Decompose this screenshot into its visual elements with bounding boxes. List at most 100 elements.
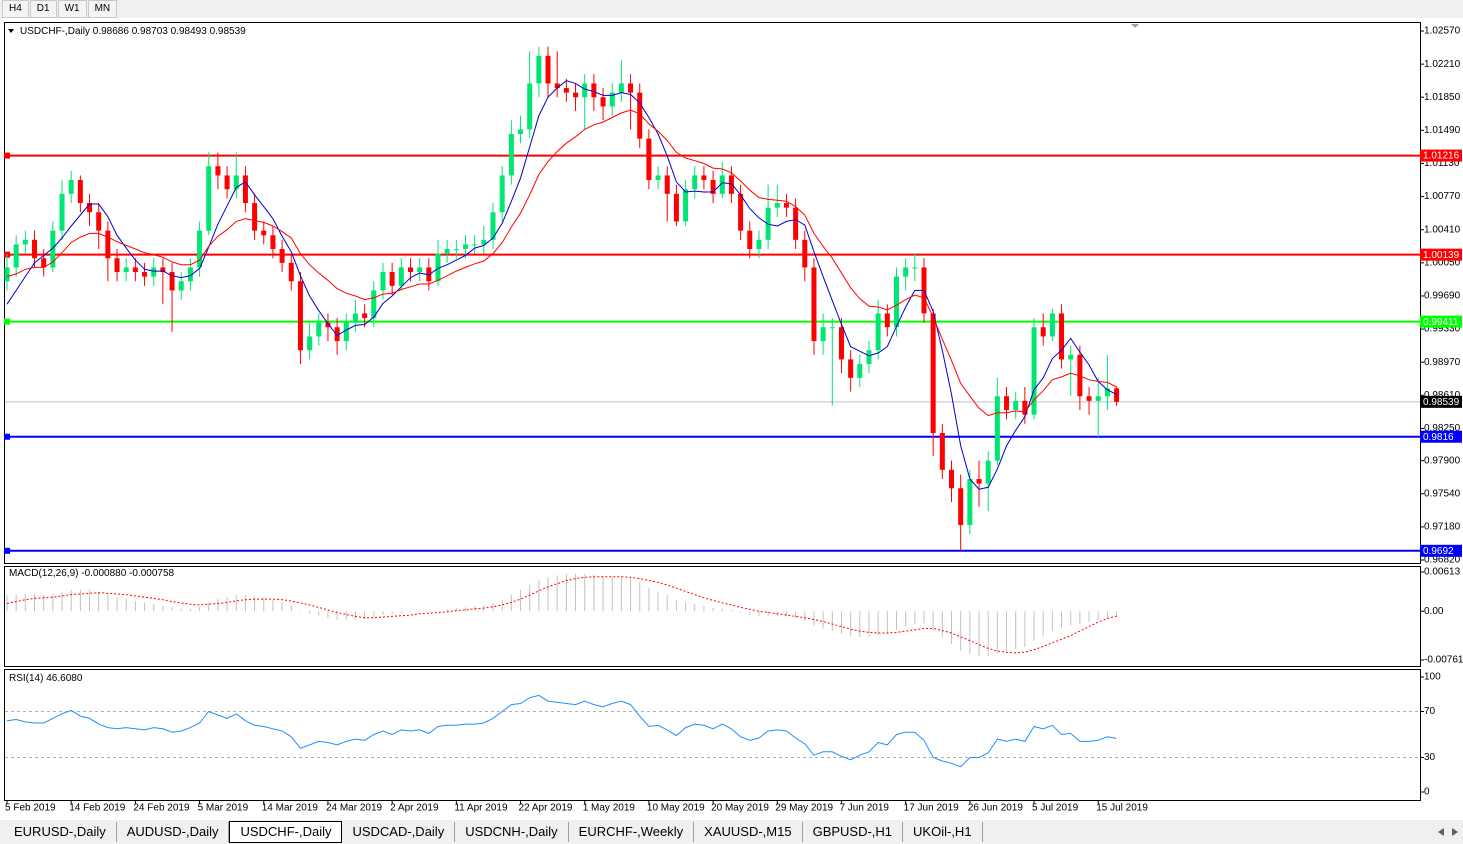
candle-body <box>407 267 413 273</box>
candle-body <box>270 235 276 250</box>
candle-body <box>618 83 624 93</box>
level-marker <box>4 547 10 554</box>
open-value: 0.98686 <box>93 26 130 37</box>
candle-body <box>1114 388 1120 402</box>
candle-body <box>1049 313 1055 337</box>
candle-body <box>343 322 349 342</box>
candle-body <box>793 207 799 240</box>
candle-body <box>77 180 83 204</box>
x-tick-label: 29 May 2019 <box>775 803 833 814</box>
candle-body <box>1095 396 1101 401</box>
chart-tab[interactable]: USDCAD-,Daily <box>342 822 456 842</box>
candle-body <box>1104 388 1110 397</box>
candle-body <box>4 267 10 282</box>
candle-body <box>68 180 74 194</box>
timeframe-button[interactable]: D1 <box>29 0 57 18</box>
candle-body <box>32 239 38 259</box>
y-tick-label: 0.00 <box>1424 606 1444 617</box>
candle-body <box>490 212 496 240</box>
bid-label: 0.98539 <box>1423 397 1460 408</box>
timeframe-button[interactable]: MN <box>87 0 118 18</box>
candle-body <box>316 322 322 337</box>
candle-body <box>123 267 129 273</box>
candle-body <box>600 97 606 107</box>
candle-body <box>215 166 221 176</box>
timeframe-button[interactable]: H4 <box>2 0 29 18</box>
chart-tab[interactable]: XAUUSD-,M15 <box>694 822 803 842</box>
candle-body <box>1013 400 1019 411</box>
indicator-value: -0.000880 <box>81 568 126 579</box>
candle-body <box>362 313 368 319</box>
main-panel-border <box>4 22 1421 564</box>
candle-body <box>463 244 468 250</box>
y-tick-label: 0.98610 <box>1424 390 1461 401</box>
candle-body <box>472 244 478 246</box>
candle-body <box>967 479 973 526</box>
candle-body <box>628 83 634 93</box>
candle-body <box>380 272 386 291</box>
x-tick-label: 26 Jun 2019 <box>968 803 1023 814</box>
candle-body <box>307 336 313 351</box>
x-tick-label: 14 Mar 2019 <box>262 803 319 814</box>
level-marker <box>4 152 10 159</box>
chart-tab[interactable]: USDCNH-,Daily <box>455 822 569 842</box>
candle-body <box>1040 327 1046 337</box>
scroll-right[interactable] <box>1452 828 1458 836</box>
chart-tab[interactable]: EURCHF-,Weekly <box>569 822 695 842</box>
candle-body <box>692 175 698 190</box>
candle-body <box>297 281 303 351</box>
candle-body <box>435 253 441 282</box>
chart-tab[interactable]: UKOil-,H1 <box>903 822 983 842</box>
chart-tab[interactable]: EURUSD-,Daily <box>4 822 117 842</box>
candle-body <box>151 267 157 277</box>
scroll-left[interactable] <box>1438 828 1444 836</box>
candle-body <box>783 203 789 208</box>
shift-marker <box>1131 24 1139 28</box>
y-tick-label: 0.00613 <box>1424 567 1461 578</box>
candle-body <box>673 193 679 222</box>
x-tick-label: 5 Feb 2019 <box>5 803 56 814</box>
moving-average <box>6 109 1117 417</box>
macd-signal <box>6 576 1117 654</box>
candle-body <box>160 267 166 273</box>
candle-body <box>499 175 505 213</box>
y-tick-label: 1.01490 <box>1424 125 1461 136</box>
candle-body <box>169 272 175 291</box>
candle-body <box>59 193 65 231</box>
candle-body <box>105 230 111 259</box>
candle-body <box>949 469 955 489</box>
candle-body <box>508 134 514 176</box>
candle-body <box>444 249 450 254</box>
y-tick-label: 1.00770 <box>1424 191 1461 202</box>
candle-body <box>288 262 294 282</box>
chart-tab[interactable]: USDCHF-,Daily <box>229 821 343 843</box>
candle-body <box>563 88 569 93</box>
candle-body <box>325 322 331 328</box>
candle-body <box>132 267 138 273</box>
x-tick-label: 1 May 2019 <box>583 803 636 814</box>
candle-body <box>398 267 404 286</box>
level-marker <box>4 318 10 325</box>
x-tick-label: 11 Apr 2019 <box>454 803 508 814</box>
candle-body <box>389 272 395 286</box>
candle-body <box>939 433 945 470</box>
candle-body <box>545 55 551 84</box>
candle-body <box>334 327 340 342</box>
candle-body <box>985 460 991 484</box>
candle-body <box>912 267 918 269</box>
rsi-line <box>6 694 1117 768</box>
candle-body <box>1059 313 1065 360</box>
candle-body <box>417 267 423 273</box>
timeframe-button[interactable]: W1 <box>57 0 87 18</box>
chart-tab[interactable]: AUDUSD-,Daily <box>117 822 230 842</box>
candle-body <box>774 203 780 208</box>
y-tick-label: 1.01850 <box>1424 92 1461 103</box>
candle-body <box>637 92 643 139</box>
chart-tab[interactable]: GBPUSD-,H1 <box>803 822 904 842</box>
candle-body <box>857 364 863 378</box>
candle-body <box>811 267 817 342</box>
candle-body <box>738 193 744 231</box>
y-tick-label: 1.02570 <box>1424 26 1461 37</box>
candle-body <box>536 55 542 84</box>
